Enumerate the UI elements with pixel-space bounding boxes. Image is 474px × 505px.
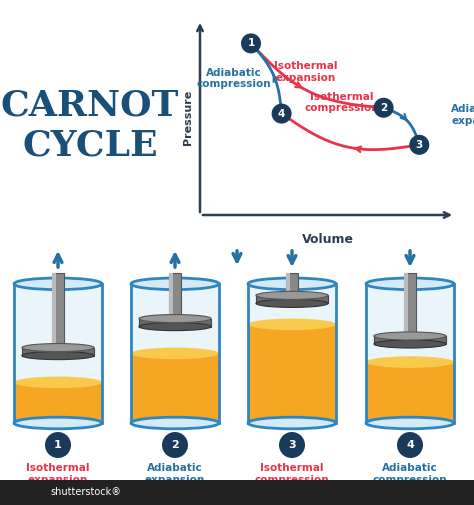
Bar [14,382,102,423]
Text: Adiabatic
expansion: Adiabatic expansion [451,104,474,126]
Text: 3: 3 [416,140,423,150]
Ellipse shape [366,417,454,429]
Text: shutterstock®: shutterstock® [50,487,121,497]
Text: CARNOT: CARNOT [1,88,179,122]
Ellipse shape [366,357,454,368]
Ellipse shape [256,299,328,308]
Text: Isothermal
expansion: Isothermal expansion [274,62,338,83]
Bar [248,324,336,423]
Ellipse shape [139,323,211,331]
Bar [248,284,336,423]
Ellipse shape [14,278,102,289]
Bar [366,284,454,423]
Ellipse shape [131,417,219,429]
Text: Isothermal
expansion: Isothermal expansion [26,463,90,485]
Bar [131,284,219,423]
Ellipse shape [22,351,94,360]
Text: Pressure: Pressure [183,90,193,145]
Text: CYCLE: CYCLE [22,128,158,162]
Text: Isothermal
compression: Isothermal compression [255,463,329,485]
Bar [0,480,474,505]
Bar [139,319,211,327]
Text: Adiabatic
compression: Adiabatic compression [196,68,271,89]
Text: 3: 3 [288,440,296,450]
Circle shape [241,33,261,54]
Ellipse shape [374,332,446,340]
Bar [131,354,219,423]
Ellipse shape [248,417,336,429]
Ellipse shape [14,377,102,388]
Circle shape [374,98,393,118]
Text: 1: 1 [54,440,62,450]
Bar [374,336,446,344]
Circle shape [397,432,423,458]
Circle shape [410,135,429,155]
Text: 4: 4 [406,440,414,450]
Circle shape [272,104,292,124]
Text: 2: 2 [171,440,179,450]
Bar [286,273,298,295]
Bar [52,273,56,347]
Bar [404,273,408,336]
Circle shape [279,432,305,458]
Text: Adiabatic
compression: Adiabatic compression [373,463,447,485]
Bar [366,362,454,423]
Ellipse shape [248,319,336,330]
Ellipse shape [131,347,219,359]
Ellipse shape [256,291,328,299]
Ellipse shape [131,278,219,289]
Bar [22,347,94,356]
Text: 1: 1 [247,38,255,48]
Bar [404,273,416,336]
Text: 2: 2 [380,103,387,113]
Bar [169,273,173,319]
Ellipse shape [14,417,102,429]
Ellipse shape [139,315,211,323]
Circle shape [162,432,188,458]
Bar [52,273,64,347]
Ellipse shape [374,340,446,348]
Bar [14,284,102,423]
Ellipse shape [366,278,454,289]
Text: Adiabatic
expansion: Adiabatic expansion [145,463,205,485]
Text: Isothermal
compression: Isothermal compression [304,91,379,113]
Bar [169,273,181,319]
Ellipse shape [22,343,94,351]
Ellipse shape [248,278,336,289]
Text: 4: 4 [278,109,285,119]
Bar [286,273,290,295]
Circle shape [45,432,71,458]
Text: Volume: Volume [301,233,354,246]
Bar [256,295,328,304]
